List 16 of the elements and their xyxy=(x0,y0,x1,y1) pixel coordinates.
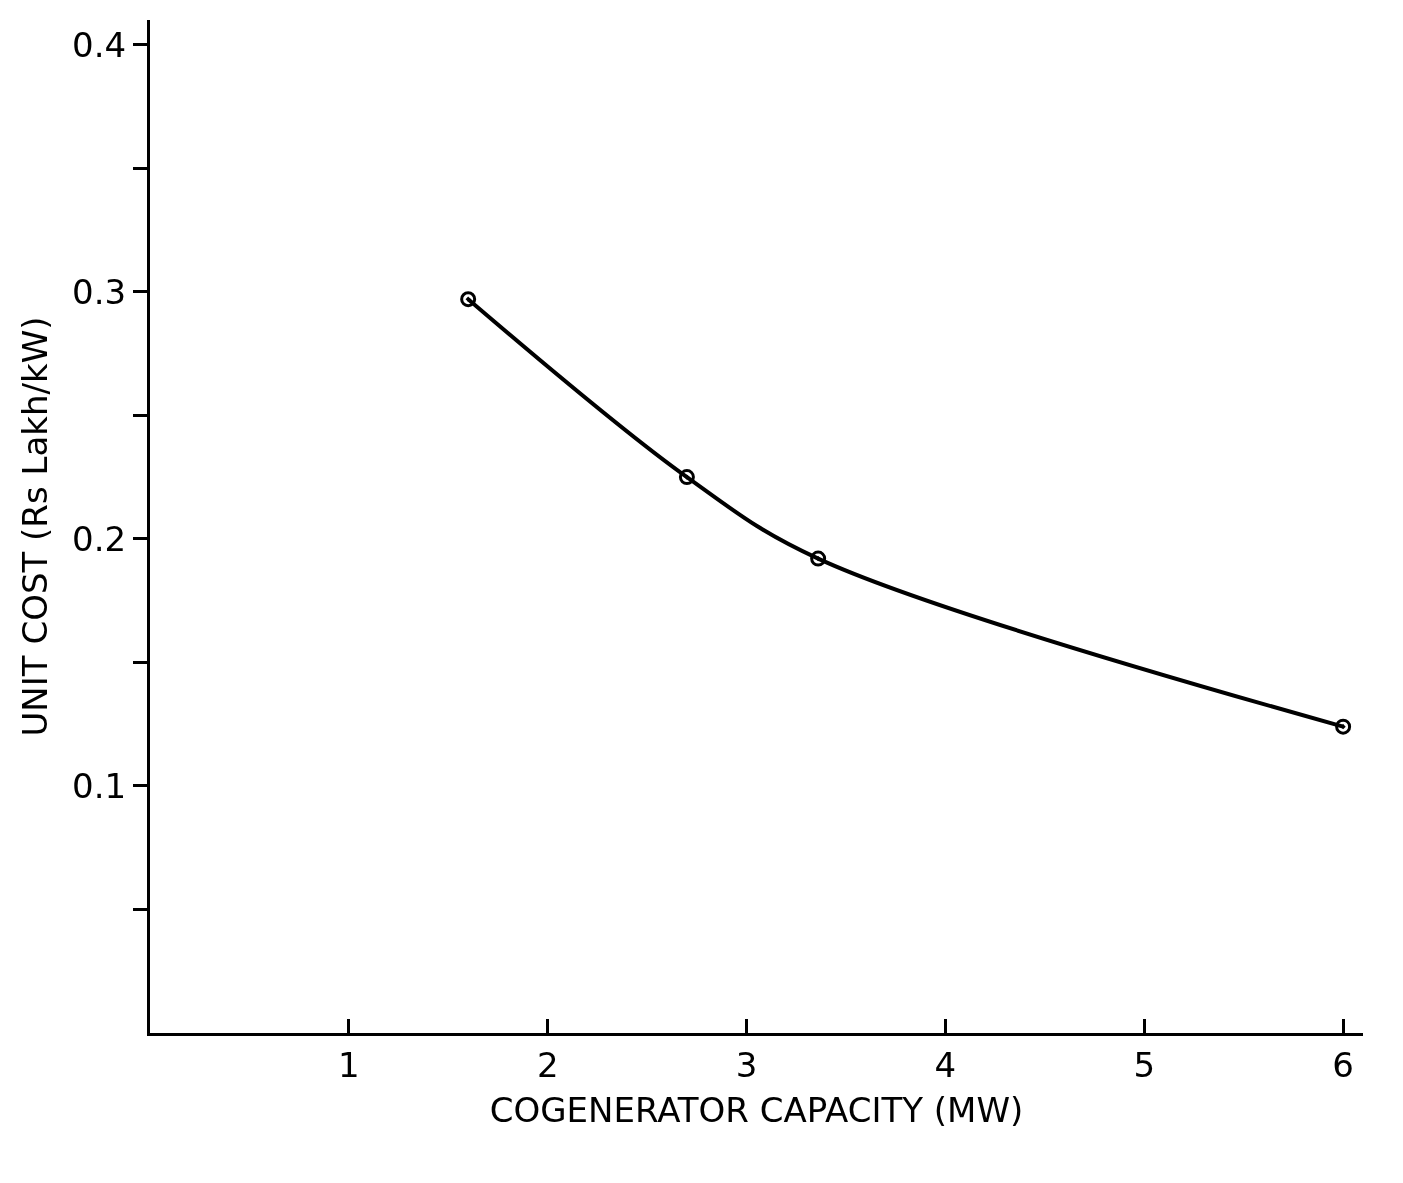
x-tick-label: 3 xyxy=(735,1044,758,1085)
y-tick-label: 0.2 xyxy=(72,518,127,559)
x-tick-label: 4 xyxy=(934,1044,957,1085)
x-tick-label: 6 xyxy=(1332,1044,1354,1085)
x-tick-label: 1 xyxy=(338,1044,360,1085)
y-tick-label: 0.1 xyxy=(72,765,127,806)
point xyxy=(678,469,695,486)
x-tick-label: 5 xyxy=(1133,1044,1156,1085)
x-axis-title: COGENERATOR CAPACITY (MW) xyxy=(489,1090,1024,1131)
y-tick-label: 0.3 xyxy=(72,271,127,312)
point xyxy=(1335,718,1352,735)
y-axis-title: UNIT COST (Rs Lakh/kW) xyxy=(14,316,55,737)
point xyxy=(460,291,477,308)
point xyxy=(810,550,827,567)
y-tick-label: 0.4 xyxy=(72,24,127,65)
x-tick-label: 2 xyxy=(536,1044,559,1085)
